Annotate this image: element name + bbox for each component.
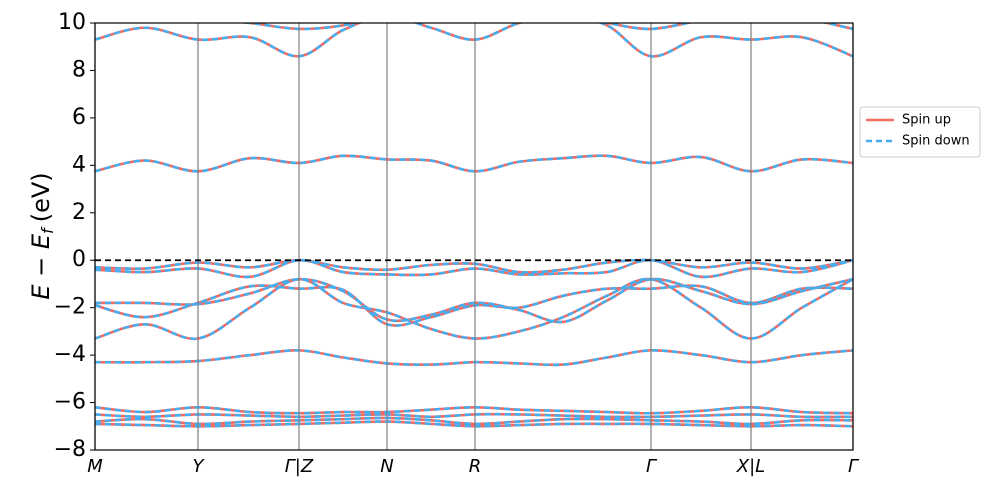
band-line [95,277,853,340]
x-tick-label: Γ [848,456,860,477]
band-line [95,277,853,324]
y-tick-label: −2 [54,295,86,320]
y-tick-label: 8 [72,57,86,82]
y-label-main: E − E [27,233,55,300]
y-tick-label: 0 [72,247,86,272]
y-tick-label: 4 [72,152,86,177]
band-line [95,154,853,173]
band-line [95,277,853,340]
band-line [95,349,853,367]
band-line [95,284,853,327]
y-label-unit: (eV) [27,172,55,222]
legend-label: Spin down [902,134,970,149]
band-line [237,23,853,31]
x-tick-label: R [469,456,482,477]
x-tick-label: M [87,456,103,477]
y-tick-label: 10 [58,10,86,35]
plot-frame [94,22,854,451]
band-line [95,258,853,279]
plot-area [95,23,853,428]
y-axis-label: E − Ef (eV) [27,172,57,299]
x-tick-label: X|L [736,456,765,477]
y-label-sub: f [38,226,57,234]
legend-label: Spin up [902,113,951,128]
y-tick-label: 6 [72,105,86,130]
band-line [95,23,853,58]
x-tick-label: Γ|Z [285,456,314,477]
band-line [95,23,853,58]
y-tick-label: −4 [54,342,86,367]
y-tick-label: 2 [72,200,86,225]
x-tick-label: Γ [646,456,658,477]
x-tick-label: N [380,456,393,477]
band-line [237,23,853,31]
y-tick-label: −6 [54,390,86,415]
x-tick-label: Y [193,456,206,477]
y-tick-label: −8 [54,437,86,462]
